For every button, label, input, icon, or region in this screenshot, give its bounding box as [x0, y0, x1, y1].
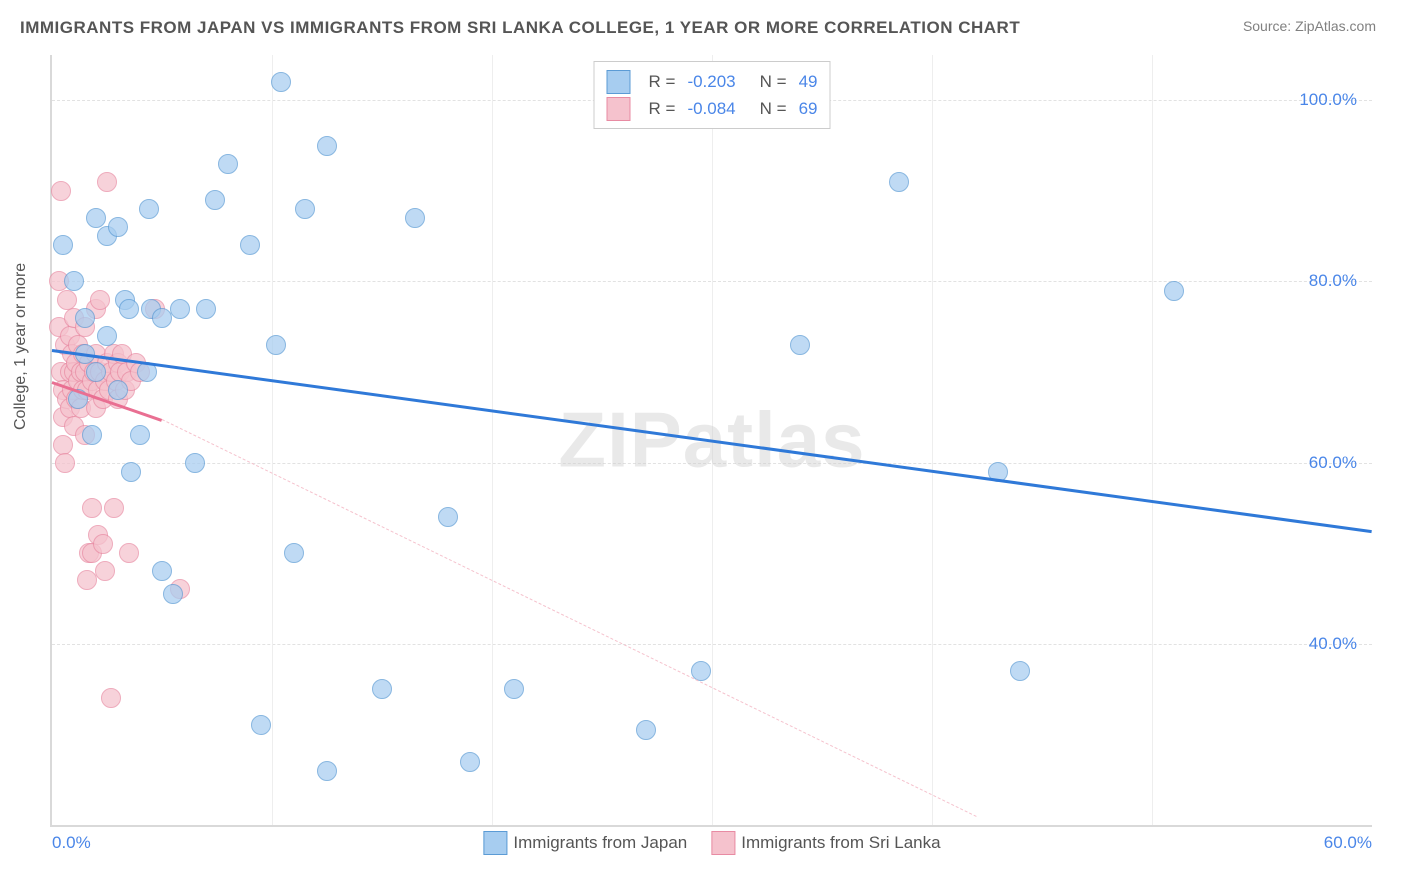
scatter-point: [1010, 661, 1030, 681]
legend-n-value: 69: [799, 95, 818, 122]
legend-row: R = -0.203 N = 49: [607, 68, 818, 95]
legend-swatch: [607, 97, 631, 121]
correlation-legend: R = -0.203 N = 49 R = -0.084 N = 69: [594, 61, 831, 129]
legend-row: R = -0.084 N = 69: [607, 95, 818, 122]
scatter-point: [86, 362, 106, 382]
legend-r-value: -0.084: [687, 95, 735, 122]
legend-swatch: [711, 831, 735, 855]
scatter-point: [93, 534, 113, 554]
scatter-point: [97, 172, 117, 192]
legend-r-label: R =: [649, 95, 676, 122]
scatter-point: [251, 715, 271, 735]
scatter-point: [196, 299, 216, 319]
scatter-point: [317, 136, 337, 156]
scatter-point: [90, 290, 110, 310]
scatter-point: [372, 679, 392, 699]
scatter-point: [86, 208, 106, 228]
y-tick-label: 100.0%: [1299, 90, 1357, 110]
scatter-point: [163, 584, 183, 604]
scatter-point: [1164, 281, 1184, 301]
x-tick-label: 60.0%: [1324, 833, 1372, 853]
scatter-point: [295, 199, 315, 219]
scatter-point: [75, 308, 95, 328]
scatter-point: [139, 199, 159, 219]
scatter-point: [101, 688, 121, 708]
legend-r-label: R =: [649, 68, 676, 95]
scatter-point: [205, 190, 225, 210]
scatter-point: [130, 425, 150, 445]
scatter-point: [317, 761, 337, 781]
series-legend-item: Immigrants from Japan: [483, 831, 687, 855]
y-tick-label: 60.0%: [1309, 453, 1357, 473]
gridline-v: [272, 55, 273, 825]
series-legend-item: Immigrants from Sri Lanka: [711, 831, 940, 855]
legend-swatch: [607, 70, 631, 94]
scatter-point: [108, 380, 128, 400]
scatter-point: [405, 208, 425, 228]
gridline-v: [932, 55, 933, 825]
scatter-point: [108, 217, 128, 237]
legend-r-value: -0.203: [687, 68, 735, 95]
scatter-point: [51, 181, 71, 201]
series-legend-label: Immigrants from Sri Lanka: [741, 833, 940, 853]
scatter-point: [82, 425, 102, 445]
scatter-point: [95, 561, 115, 581]
scatter-point: [266, 335, 286, 355]
y-tick-label: 40.0%: [1309, 634, 1357, 654]
scatter-point: [121, 462, 141, 482]
legend-n-label: N =: [760, 95, 787, 122]
scatter-point: [170, 299, 190, 319]
scatter-point: [271, 72, 291, 92]
scatter-point: [64, 271, 84, 291]
scatter-point: [53, 435, 73, 455]
plot-area: ZIPatlas R =-0.203N =49R =-0.084N =69 Im…: [50, 55, 1372, 827]
scatter-point: [57, 290, 77, 310]
legend-n-label: N =: [760, 68, 787, 95]
x-tick-label: 0.0%: [52, 833, 91, 853]
scatter-point: [55, 453, 75, 473]
trend-line: [162, 419, 976, 817]
chart-title: IMMIGRANTS FROM JAPAN VS IMMIGRANTS FROM…: [20, 18, 1020, 38]
gridline-v: [492, 55, 493, 825]
scatter-point: [438, 507, 458, 527]
scatter-point: [53, 235, 73, 255]
scatter-point: [82, 498, 102, 518]
series-legend: Immigrants from Japan Immigrants from Sri…: [483, 831, 940, 855]
scatter-point: [284, 543, 304, 563]
scatter-point: [889, 172, 909, 192]
scatter-point: [460, 752, 480, 772]
scatter-point: [218, 154, 238, 174]
gridline-v: [1152, 55, 1153, 825]
source-attribution: Source: ZipAtlas.com: [1243, 18, 1376, 34]
y-tick-label: 80.0%: [1309, 271, 1357, 291]
scatter-point: [636, 720, 656, 740]
scatter-point: [790, 335, 810, 355]
legend-swatch: [483, 831, 507, 855]
scatter-point: [119, 543, 139, 563]
scatter-point: [504, 679, 524, 699]
series-legend-label: Immigrants from Japan: [513, 833, 687, 853]
scatter-point: [104, 498, 124, 518]
scatter-point: [152, 561, 172, 581]
scatter-point: [185, 453, 205, 473]
scatter-point: [97, 326, 117, 346]
scatter-point: [240, 235, 260, 255]
scatter-point: [119, 299, 139, 319]
legend-n-value: 49: [799, 68, 818, 95]
y-axis-label: College, 1 year or more: [12, 263, 30, 430]
